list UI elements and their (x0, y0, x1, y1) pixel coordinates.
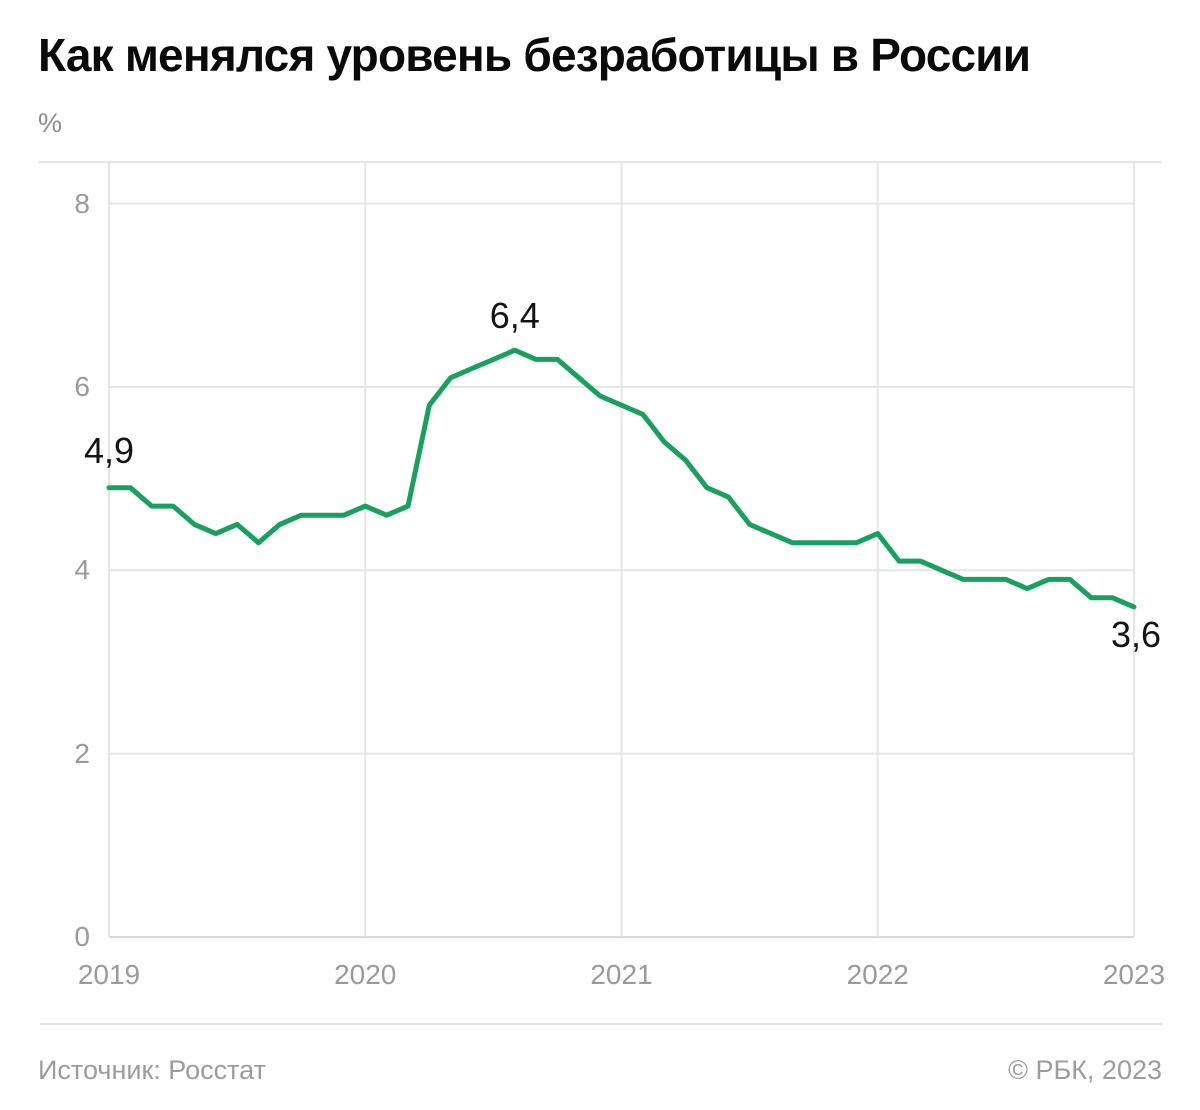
chart-title: Как менялся уровень безработицы в России (38, 29, 1031, 81)
y-axis-unit-label: % (38, 108, 63, 138)
data-label-start: 4,9 (83, 429, 135, 471)
copyright-credit: © РБК, 2023 (1008, 1055, 1162, 1085)
x-tick-label-2019: 2019 (77, 959, 141, 990)
unemployment-series-line (106, 347, 1137, 610)
x-tick-label-2021: 2021 (590, 959, 653, 990)
data-label-end: 3,6 (1110, 613, 1162, 655)
data-label-peak: 6,4 (489, 295, 540, 337)
y-tick-label-6: 6 (74, 370, 90, 402)
y-tick-label-4: 4 (74, 554, 90, 586)
y-tick-label-2: 2 (74, 737, 90, 769)
gridlines (39, 161, 1161, 938)
x-tick-label-2023: 2023 (1102, 959, 1166, 990)
y-tick-label-8: 8 (74, 187, 90, 219)
chart-canvas (39, 161, 1161, 938)
source-credit: Источник: Росстат (38, 1055, 266, 1085)
x-tick-label-2020: 2020 (334, 959, 397, 990)
y-tick-label-0: 0 (74, 921, 90, 952)
footer-divider (40, 1023, 1162, 1025)
x-tick-label-2022: 2022 (846, 959, 909, 990)
